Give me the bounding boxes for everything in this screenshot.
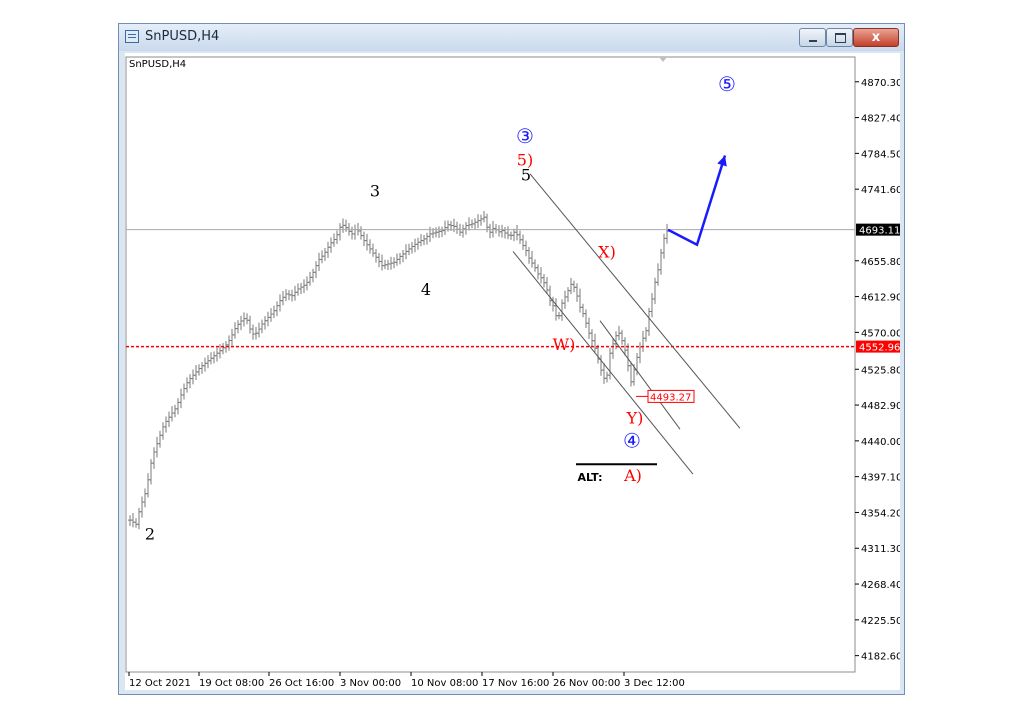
y-tick-label: 4354.20: [861, 508, 900, 519]
y-tick-label: 4440.00: [861, 437, 900, 448]
y-tick-label: 4612.90: [861, 293, 900, 304]
wave-label: Y): [626, 408, 644, 427]
projection-path: [667, 155, 727, 247]
current-price-label: 4693.11: [859, 226, 900, 237]
y-tick-label: 4182.60: [861, 652, 900, 663]
x-tick-label: 17 Nov 16:00: [482, 678, 549, 689]
wave-label: ⑤: [718, 72, 736, 96]
level-price-tag: [856, 340, 900, 353]
minimize-icon: [809, 40, 817, 42]
close-button[interactable]: x: [853, 28, 899, 47]
x-tick-label: 3 Nov 00:00: [340, 678, 401, 689]
y-tick-label: 4397.10: [861, 473, 900, 484]
x-tick-label: 19 Oct 08:00: [199, 678, 264, 689]
y-tick-label: 4741.60: [861, 185, 900, 196]
window-titlebar[interactable]: SnPUSD,H4 x: [119, 24, 904, 51]
alt-label: ALT:: [577, 471, 602, 484]
low-marker-label: 4493.27: [650, 392, 691, 403]
y-tick-label: 4655.80: [861, 257, 900, 268]
wave-label: A): [623, 466, 642, 485]
y-tick-label: 4225.50: [861, 616, 900, 627]
y-tick-label: 4870.30: [861, 78, 900, 89]
x-tick-label: 3 Dec 12:00: [624, 678, 685, 689]
x-tick-label: 26 Nov 00:00: [553, 678, 620, 689]
y-tick-label: 4525.80: [861, 365, 900, 376]
wave-label: 5): [517, 150, 533, 169]
y-tick-label: 4268.40: [861, 580, 900, 591]
wave-label: X): [598, 242, 616, 261]
current-price-tag: [856, 223, 900, 236]
wave-label: W): [553, 335, 576, 354]
projection-arrowhead: [717, 155, 727, 167]
maximize-icon: [835, 33, 846, 43]
plot-frame: [125, 56, 856, 673]
window-title: SnPUSD,H4: [145, 29, 220, 44]
wave-label: ③: [516, 124, 534, 148]
chart-window-icon: [125, 30, 139, 43]
wave-label: ④: [623, 429, 641, 453]
low-marker-box: [647, 389, 695, 403]
wave-label: 2: [145, 524, 155, 543]
y-tick-label: 4311.30: [861, 544, 900, 555]
channel-line: [599, 320, 681, 430]
level-price-label: 4552.96: [859, 343, 900, 354]
minimize-button[interactable]: [799, 28, 826, 47]
wave-label: 3: [370, 181, 380, 200]
channel-line: [529, 173, 741, 429]
wave-label: 5: [521, 166, 531, 185]
scroll-marker-icon: [659, 57, 667, 62]
chart-window: SnPUSD,H4 x SnPUSD,H4 4493.27 2 3 4 5 5) ③ X) W)…: [118, 23, 905, 695]
wave-label: 4: [421, 280, 431, 299]
maximize-button[interactable]: [826, 28, 853, 47]
price-chart[interactable]: SnPUSD,H4 4493.27 2 3 4 55) ③ X) W) Y) ④ A) ⑤ ALT: 4…: [125, 53, 900, 690]
y-tick-label: 4827.40: [861, 114, 900, 125]
channel-line: [512, 251, 694, 475]
y-tick-label: 4570.00: [861, 328, 900, 339]
x-tick-label: 26 Oct 16:00: [269, 678, 334, 689]
chart-title: SnPUSD,H4: [129, 59, 186, 70]
chart-area[interactable]: SnPUSD,H4 4493.27 2 3 4 5 5) ③ X) W) Y) ④ A) ⑤ ALT: 4…: [125, 53, 900, 690]
y-tick-label: 4784.50: [861, 149, 900, 160]
x-tick-label: 10 Nov 08:00: [411, 678, 478, 689]
y-tick-label: 4482.90: [861, 401, 900, 412]
x-tick-label: 12 Oct 2021: [129, 678, 191, 689]
